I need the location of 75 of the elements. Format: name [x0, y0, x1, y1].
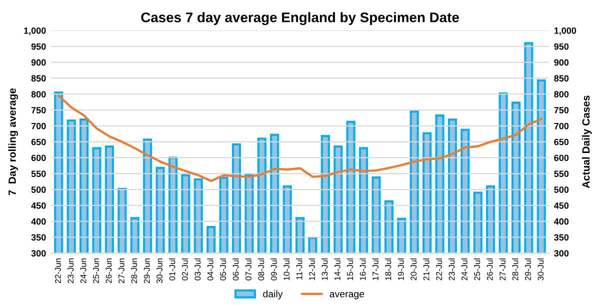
y-tick-label: 750 [31, 106, 46, 114]
x-tick-label: 27-Jul [499, 258, 506, 280]
x-tick-label: 23-Jun [68, 258, 74, 284]
x-tick-label: 22-Jun [54, 258, 61, 284]
x-tick-label: 11-Jul [296, 258, 302, 280]
y2-tick-label: 900 [554, 59, 569, 66]
x-tick-label: 07-Jul [245, 258, 252, 280]
x-tick-label: 19-Jul [398, 258, 404, 280]
x-tick-label: 12-Jul [308, 258, 315, 280]
x-tick-label: 20-Jul [410, 258, 417, 280]
x-tick-label: 04-Jul [207, 258, 214, 280]
y2-tick-label: 300 [554, 250, 569, 257]
y-tick-label: 300 [31, 250, 46, 257]
x-tick-label: 25-Jun [93, 258, 99, 284]
x-tick-label: 30-Jun [156, 258, 162, 284]
y-axis-title: 7 Day rolling average [8, 88, 18, 196]
y-tick-label: 1,000 [24, 27, 46, 36]
x-tick-label: 25-Jul [474, 258, 480, 280]
x-tick-label: 28-Jul [512, 258, 518, 280]
x-tick-label: 10-Jul [283, 258, 290, 280]
x-tick-label: 24-Jun [80, 258, 86, 284]
x-tick-label: 29-Jul [524, 258, 531, 280]
x-tick-label: 01-Jul [169, 258, 176, 280]
y2-tick-label: 450 [554, 202, 569, 209]
x-tick-label: 22-Jul [436, 258, 442, 280]
y-tick-label: 650 [31, 138, 46, 146]
y2-tick-label: 950 [554, 43, 569, 50]
x-tick-label: 21-Jul [423, 258, 430, 280]
x-tick-label: 13-Jul [322, 258, 328, 280]
x-tick-label: 24-Jul [461, 258, 468, 280]
x-tick-label: 30-Jul [537, 258, 544, 280]
x-tick-label: 26-Jul [486, 258, 493, 280]
x-tick-label: 29-Jun [144, 258, 150, 284]
x-tick-label: 06-Jul [232, 258, 239, 280]
legend-label: daily [263, 290, 283, 300]
x-tick-label: 26-Jun [106, 258, 112, 284]
x-tick-label: 23-Jul [448, 258, 455, 280]
y-tick-label: 900 [31, 59, 46, 66]
y-tick-label: 600 [31, 154, 46, 162]
y2-tick-label: 600 [554, 154, 569, 162]
y-tick-label: 950 [31, 43, 46, 50]
y-tick-label: 400 [31, 218, 46, 225]
y2-tick-label: 1,000 [554, 27, 576, 36]
y2-tick-label: 800 [554, 91, 569, 98]
y2-tick-label: 650 [554, 138, 569, 146]
y-tick-label: 500 [31, 186, 46, 193]
y-tick-label: 850 [31, 75, 46, 82]
y2-axis-title: Actual Daily Cases [582, 96, 592, 188]
y2-tick-label: 400 [554, 218, 569, 225]
y2-tick-label: 850 [554, 75, 569, 82]
x-tick-label: 28-Jun [131, 258, 138, 284]
y-tick-label: 350 [31, 234, 46, 241]
x-tick-label: 27-Jun [118, 258, 124, 284]
x-tick-label: 14-Jul [334, 258, 340, 280]
y2-tick-label: 750 [554, 106, 569, 114]
y2-tick-label: 350 [554, 234, 569, 241]
x-tick-label: 03-Jul [194, 258, 201, 280]
chart-title: Cases 7 day average England by Specimen Date [141, 12, 459, 26]
y-tick-label: 700 [31, 122, 46, 130]
y-tick-label: 800 [31, 91, 46, 98]
x-tick-label: 05-Jul [220, 258, 226, 280]
x-tick-label: 15-Jul [346, 258, 354, 280]
y2-tick-label: 500 [554, 186, 569, 193]
x-tick-label: 09-Jul [270, 258, 277, 280]
legend-label: average [330, 292, 364, 300]
y-tick-label: 450 [31, 202, 46, 209]
y2-tick-label: 550 [554, 170, 569, 177]
x-tick-label: 02-Jul [182, 258, 188, 280]
y-tick-label: 550 [31, 170, 46, 177]
x-tick-label: 08-Jul [258, 258, 264, 280]
x-tick-label: 17-Jul [372, 258, 378, 280]
line-series [58, 94, 542, 182]
x-tick-label: 16-Jul [360, 258, 366, 280]
y2-tick-label: 700 [554, 122, 569, 130]
x-tick-label: 18-Jul [385, 258, 392, 280]
